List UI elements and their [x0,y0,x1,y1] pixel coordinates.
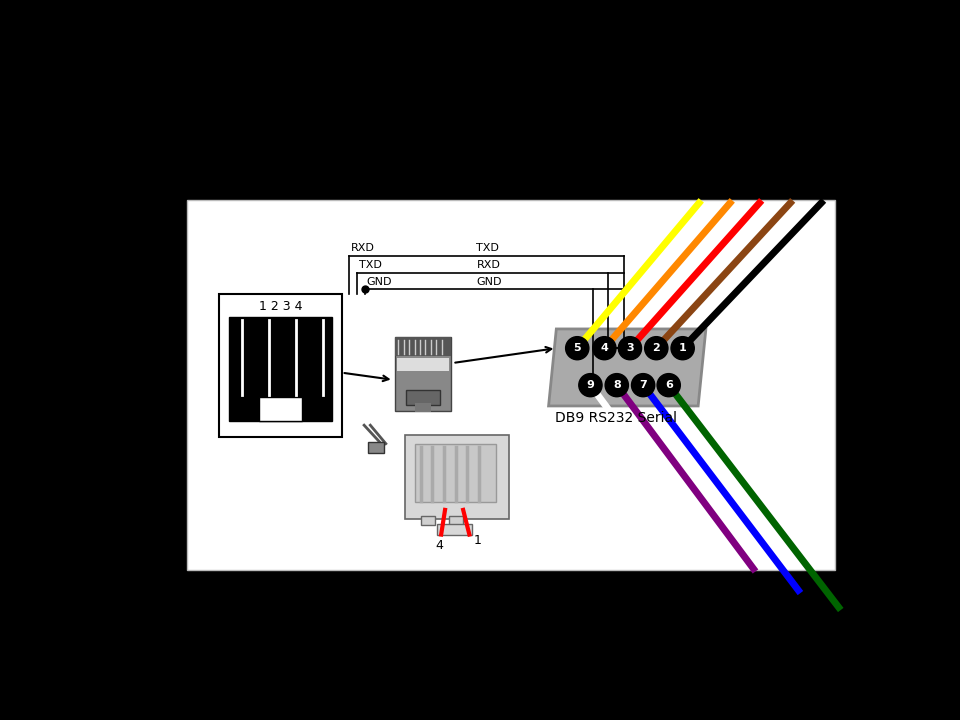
Circle shape [579,374,602,397]
Text: 8: 8 [612,380,621,390]
Text: 2: 2 [653,343,660,354]
Polygon shape [548,329,706,406]
Text: 4: 4 [435,539,443,552]
Text: 4: 4 [600,343,609,354]
Circle shape [605,374,629,397]
Bar [368,442,383,453]
Bar [420,516,435,526]
Bar [187,200,834,570]
Text: DB9 RS232 Serial: DB9 RS232 Serial [555,411,677,426]
Circle shape [565,337,588,360]
Circle shape [618,337,641,360]
Text: RXD: RXD [476,261,500,271]
Text: GND: GND [476,276,502,287]
Text: GND: GND [367,276,392,287]
Circle shape [671,337,694,360]
Text: 3: 3 [626,343,634,354]
Text: 9: 9 [587,380,594,390]
Bar [396,338,451,356]
Circle shape [592,337,616,360]
Circle shape [657,374,681,397]
Text: TXD: TXD [476,243,499,253]
Text: RXD: RXD [351,243,374,253]
Bar [396,358,449,371]
Text: 7: 7 [639,380,647,390]
Text: 1: 1 [473,534,481,547]
Bar [437,523,472,534]
Text: TXD: TXD [359,261,381,271]
Bar [415,403,431,412]
Bar [258,397,302,421]
Text: 1: 1 [679,343,686,354]
Text: 5: 5 [573,343,581,354]
Circle shape [645,337,668,360]
Text: 6: 6 [664,380,673,390]
Bar [415,444,496,502]
Bar [228,318,332,421]
FancyBboxPatch shape [405,435,509,519]
Bar [406,390,440,405]
Bar [219,294,342,437]
Circle shape [632,374,655,397]
Text: 1 2 3 4: 1 2 3 4 [258,300,302,313]
Bar [449,516,464,526]
Bar [396,338,451,410]
